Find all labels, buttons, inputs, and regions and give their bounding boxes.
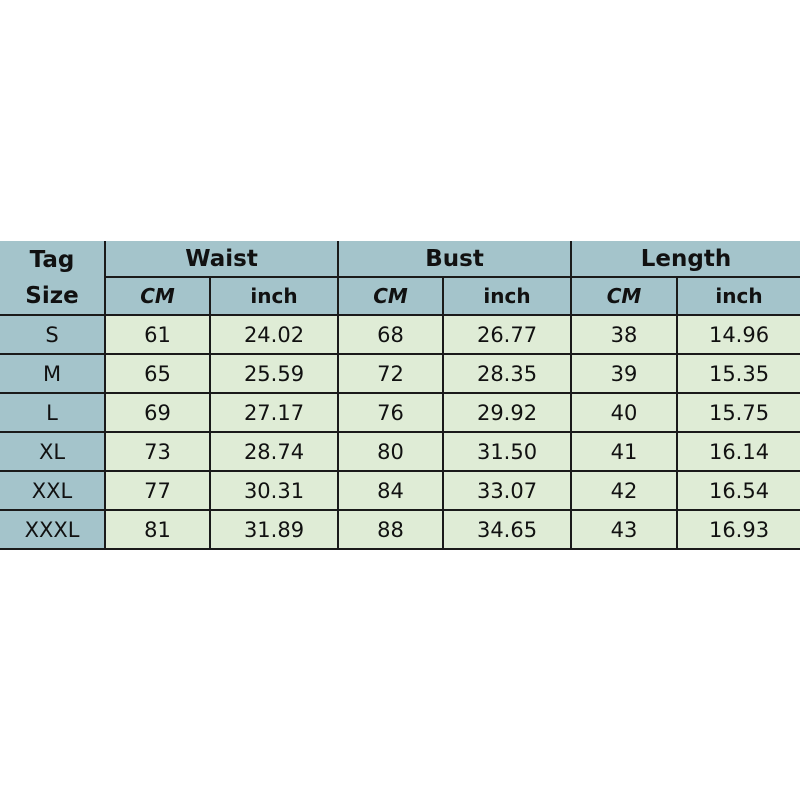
table-row: L 69 27.17 76 29.92 40 15.75 [0, 392, 800, 433]
value-cell: 69 [104, 392, 211, 433]
bust-header: Bust [337, 241, 573, 278]
waist-header: Waist [103, 241, 340, 278]
table-row: M 65 25.59 72 28.35 39 15.35 [0, 353, 800, 394]
value-cell: 15.35 [676, 353, 800, 394]
value-cell: 61 [104, 314, 211, 355]
header-row-groups: Tag Size Waist Bust Length [0, 241, 800, 316]
size-chart-table: Tag Size Waist Bust Length CM inch CM in… [0, 241, 800, 550]
size-cell: XXL [0, 470, 106, 511]
size-cell: XXXL [0, 509, 106, 550]
tag-size-header: Tag Size [0, 241, 106, 316]
value-cell: 88 [337, 509, 445, 550]
value-cell: 68 [337, 314, 445, 355]
value-cell: 31.50 [442, 431, 573, 472]
value-cell: 41 [570, 431, 679, 472]
value-cell: 29.92 [442, 392, 573, 433]
value-cell: 31.89 [208, 509, 340, 550]
value-cell: 28.74 [208, 431, 340, 472]
table-row: S 61 24.02 68 26.77 38 14.96 [0, 314, 800, 355]
value-cell: 77 [104, 470, 211, 511]
value-cell: 76 [337, 392, 445, 433]
unit-header: CM [337, 276, 445, 316]
value-cell: 43 [570, 509, 679, 550]
unit-header: inch [676, 276, 800, 316]
value-cell: 24.02 [208, 314, 340, 355]
value-cell: 27.17 [208, 392, 340, 433]
unit-header: CM [570, 276, 679, 316]
length-header: Length [570, 241, 800, 278]
unit-header: inch [208, 276, 340, 316]
table-row: XXXL 81 31.89 88 34.65 43 16.93 [0, 509, 800, 550]
value-cell: 16.14 [676, 431, 800, 472]
value-cell: 39 [570, 353, 679, 394]
value-cell: 26.77 [442, 314, 573, 355]
value-cell: 84 [337, 470, 445, 511]
size-cell: M [0, 353, 106, 394]
value-cell: 73 [104, 431, 211, 472]
value-cell: 81 [104, 509, 211, 550]
table-row: XXL 77 30.31 84 33.07 42 16.54 [0, 470, 800, 511]
value-cell: 16.93 [676, 509, 800, 550]
table-row: XL 73 28.74 80 31.50 41 16.14 [0, 431, 800, 472]
value-cell: 65 [104, 353, 211, 394]
unit-header: CM [105, 276, 211, 316]
unit-header: inch [442, 276, 573, 316]
value-cell: 15.75 [676, 392, 800, 433]
value-cell: 33.07 [442, 470, 573, 511]
value-cell: 42 [570, 470, 679, 511]
value-cell: 38 [570, 314, 679, 355]
value-cell: 16.54 [676, 470, 800, 511]
header-row-units: CM inch CM inch CM inch [0, 276, 800, 316]
value-cell: 80 [337, 431, 445, 472]
value-cell: 34.65 [442, 509, 573, 550]
value-cell: 25.59 [208, 353, 340, 394]
value-cell: 40 [570, 392, 679, 433]
value-cell: 28.35 [442, 353, 573, 394]
value-cell: 14.96 [676, 314, 800, 355]
size-cell: L [0, 392, 106, 433]
value-cell: 72 [337, 353, 445, 394]
value-cell: 30.31 [208, 470, 340, 511]
size-cell: S [0, 314, 106, 355]
size-cell: XL [0, 431, 106, 472]
